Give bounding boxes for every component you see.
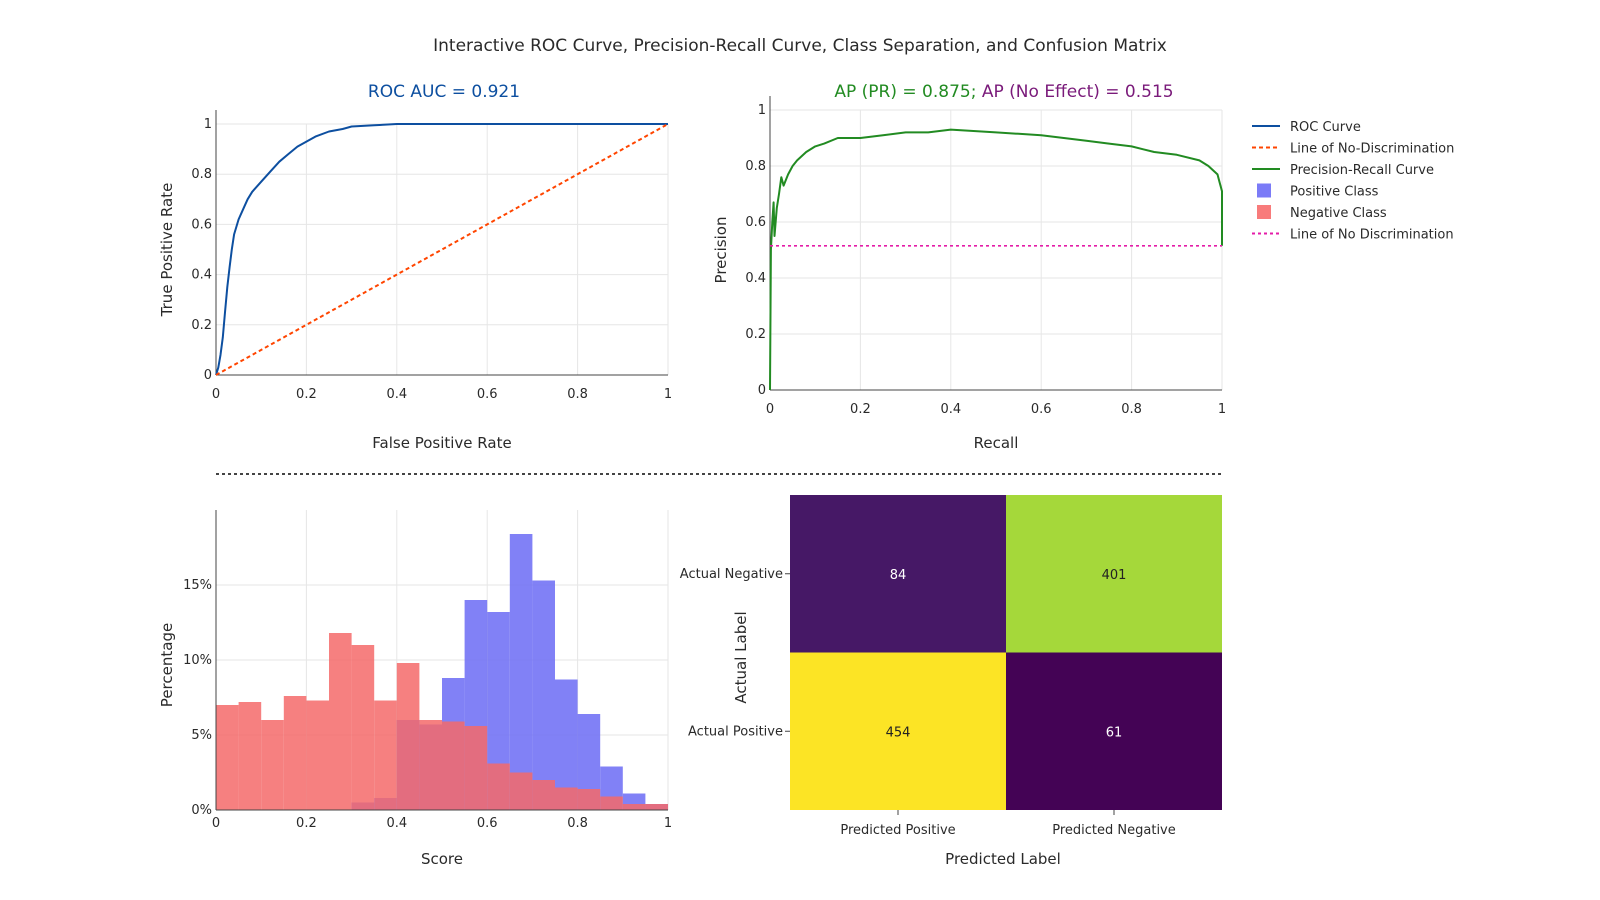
y-axis-label: Actual Label: [732, 611, 750, 703]
legend-swatch: [1257, 205, 1271, 219]
y-tick-label: 0.8: [745, 159, 766, 174]
negative-class-bar: [464, 726, 488, 810]
negative-class-bar: [442, 721, 465, 810]
positive-class-bar: [532, 580, 555, 810]
negative-class-bar: [396, 663, 420, 810]
x-tick-label: 0: [212, 387, 220, 402]
negative-class-bar: [283, 696, 307, 810]
negative-class-bar: [261, 720, 284, 810]
pr-title: AP (PR) = 0.875; AP (No Effect) = 0.515: [834, 82, 1173, 102]
positive-class-bar: [509, 534, 533, 810]
y-tick-label: 0.8: [191, 167, 212, 182]
heatmap-cell-value: 84: [890, 568, 907, 583]
x-tick-label: 0.4: [386, 816, 407, 831]
y-axis-label: Precision: [712, 217, 730, 284]
x-tick-label: 0.2: [296, 387, 317, 402]
negative-class-bar: [622, 804, 646, 810]
legend-label: Line of No Discrimination: [1290, 228, 1454, 243]
negative-class-bar: [577, 789, 601, 810]
negative-class-bar: [306, 700, 329, 810]
positive-class-bar: [487, 612, 510, 810]
x-tick-label: Predicted Negative: [1052, 823, 1176, 838]
negative-class-bar: [351, 645, 375, 810]
x-tick-label: 0.4: [386, 387, 407, 402]
y-tick-label: Actual Positive: [688, 724, 783, 739]
negative-class-bar: [329, 633, 352, 810]
legend-label: Positive Class: [1290, 185, 1379, 200]
x-tick-label: Predicted Positive: [840, 823, 955, 838]
x-tick-label: 1: [664, 387, 672, 402]
x-tick-label: 0.2: [296, 816, 317, 831]
figure-title: Interactive ROC Curve, Precision-Recall …: [433, 36, 1167, 56]
heatmap-cell-value: 401: [1102, 568, 1127, 583]
negative-class-bar: [419, 720, 442, 810]
y-axis-label: True Positive Rate: [158, 183, 176, 318]
y-tick-label: 15%: [183, 578, 212, 593]
precision-recall-curve-series-line: [769, 128, 1223, 391]
roc-curve-series-line: [215, 123, 668, 376]
negative-class-bar: [216, 705, 239, 810]
y-tick-label: 0.2: [191, 318, 212, 333]
x-tick-label: 0.8: [567, 816, 588, 831]
y-tick-label: 0: [758, 383, 766, 398]
heatmap-cell: [1006, 652, 1222, 810]
negative-class-bar: [532, 780, 555, 810]
pr-title-part: ;: [971, 82, 982, 102]
roc-title: ROC AUC = 0.921: [368, 82, 520, 102]
negative-class-bar: [555, 787, 578, 810]
y-tick-label: 0.2: [745, 327, 766, 342]
heatmap-cell: [790, 652, 1006, 810]
positive-class-bar: [577, 714, 601, 810]
x-tick-label: 0.6: [1031, 402, 1052, 417]
y-tick-label: 0.6: [745, 215, 766, 230]
line-of-no-discrimination-series-line: [215, 123, 669, 376]
legend-label: Precision-Recall Curve: [1290, 163, 1434, 178]
y-tick-label: 0.6: [191, 217, 212, 232]
y-tick-label: 10%: [183, 653, 212, 668]
x-tick-label: 0.6: [477, 387, 498, 402]
negative-class-bar: [600, 796, 623, 810]
x-tick-label: 0.4: [940, 402, 961, 417]
y-tick-label: Actual Negative: [680, 567, 783, 582]
negative-class-bar: [509, 772, 533, 810]
negative-class-bar: [374, 700, 397, 810]
x-tick-label: 0.8: [1121, 402, 1142, 417]
x-tick-label: 1: [1218, 402, 1226, 417]
legend-label: ROC Curve: [1290, 120, 1361, 135]
x-tick-label: 0: [212, 816, 220, 831]
y-tick-label: 0.4: [191, 268, 212, 283]
negative-class-bar: [238, 702, 262, 810]
legend-label: Negative Class: [1290, 206, 1387, 221]
legend-label: Line of No-Discrimination: [1290, 142, 1454, 157]
y-axis-label: Percentage: [158, 623, 176, 707]
legend-swatch: [1257, 183, 1271, 198]
heatmap-cell: [1006, 495, 1222, 653]
pr-title-part: AP (PR) = 0.875: [834, 82, 970, 102]
y-tick-label: 0: [204, 368, 212, 383]
heatmap-cell-value: 454: [886, 725, 911, 740]
x-tick-label: 0.2: [850, 402, 871, 417]
y-tick-label: 0.4: [745, 271, 766, 286]
negative-class-bar: [645, 804, 668, 810]
x-axis-label: False Positive Rate: [372, 434, 511, 452]
negative-class-bar: [487, 763, 510, 810]
x-axis-label: Recall: [974, 434, 1019, 452]
y-tick-label: 1: [758, 103, 766, 118]
heatmap-cell-value: 61: [1106, 725, 1123, 740]
y-tick-label: 1: [204, 117, 212, 132]
y-tick-label: 0%: [191, 803, 212, 818]
positive-class-bar: [555, 679, 578, 810]
x-tick-label: 1: [664, 816, 672, 831]
y-tick-label: 5%: [191, 728, 212, 743]
pr-title-part: AP (No Effect) = 0.515: [982, 82, 1174, 102]
x-tick-label: 0.8: [567, 387, 588, 402]
x-tick-label: 0.6: [477, 816, 498, 831]
x-axis-label: Score: [421, 850, 463, 868]
x-tick-label: 0: [766, 402, 774, 417]
x-axis-label: Predicted Label: [945, 850, 1061, 868]
heatmap-cell: [790, 495, 1006, 653]
